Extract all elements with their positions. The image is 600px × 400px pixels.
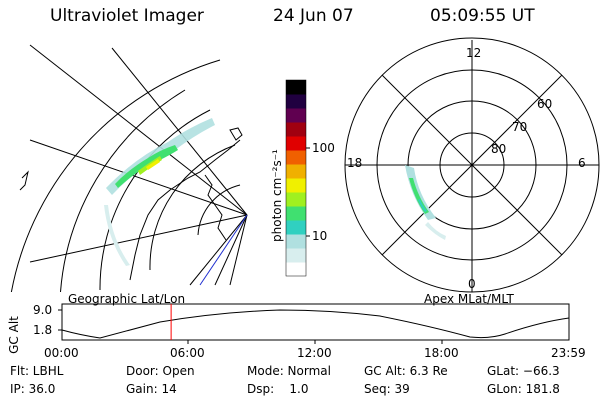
timeline-ytick-label-1.8: 1.8 <box>33 323 53 337</box>
mlat-label-60: 60 <box>537 97 553 111</box>
lat-arc-outer <box>10 59 221 292</box>
info-glon: GLon: 181.8 <box>487 382 560 396</box>
aurora-band-left <box>104 118 215 266</box>
lon-line-6 <box>214 214 248 286</box>
info-mode: Mode: Normal <box>247 364 331 378</box>
info-door: Door: Open <box>126 364 195 378</box>
mlt-label-18: 18 <box>347 156 363 170</box>
left-map-label: Geographic Lat/Lon <box>68 292 186 306</box>
colorbar-segment <box>286 136 306 151</box>
colorbar-segment <box>286 192 306 207</box>
colorbar-unit-label: photon cm⁻²s⁻¹ <box>270 149 284 242</box>
timeline-xtick-label-1800: 18:00 <box>424 346 459 360</box>
info-filter: Flt: LBHL <box>10 364 64 378</box>
lat-arc-4 <box>149 144 236 271</box>
lat-arc-2 <box>60 89 186 292</box>
aurora-band-right <box>405 165 446 240</box>
mlt-label-12: 12 <box>466 46 482 60</box>
colorbar <box>286 80 306 277</box>
colorbar-segment <box>286 80 306 95</box>
colorbar-segment <box>286 178 306 193</box>
colorbar-segment <box>286 262 306 277</box>
colorbar-segment <box>286 206 306 221</box>
lon-line-4 <box>29 44 248 216</box>
info-ip: IP: 36.0 <box>10 382 56 396</box>
terminator-line <box>199 214 248 286</box>
colorbar-segment <box>286 122 306 137</box>
timeline-xtick-label-2359: 23:59 <box>551 346 586 360</box>
colorbar-segment <box>286 248 306 263</box>
colorbar-segment <box>286 164 306 179</box>
mlt-label-6: 6 <box>578 156 586 170</box>
info-gc-alt: GC Alt: 6.3 Re <box>364 364 448 378</box>
altitude-curve <box>61 309 570 339</box>
lat-arc-5 <box>197 184 241 236</box>
timeline-xtick-label-0600: 06:00 <box>170 346 205 360</box>
polar-diag-2 <box>381 74 563 256</box>
app-title: Ultraviolet Imager <box>50 6 204 26</box>
lon-line-2 <box>29 214 248 263</box>
mlat-label-80: 80 <box>491 142 507 156</box>
timeline-xtick-label-0000: 00:00 <box>44 346 79 360</box>
colorbar-segment <box>286 220 306 235</box>
coastline-3 <box>19 170 29 191</box>
colorbar-segment <box>286 94 306 109</box>
lon-line-7 <box>189 214 248 286</box>
coastline-1 <box>129 139 241 281</box>
lat-arc-3 <box>99 109 211 291</box>
time-label: 05:09:55 UT <box>430 6 535 26</box>
colorbar-segment <box>286 150 306 165</box>
coastline-4 <box>229 127 243 141</box>
lon-line-1 <box>29 139 248 216</box>
colorbar-label-10: 10 <box>312 229 328 243</box>
timeline-ytick-label-9: 9.0 <box>33 303 53 317</box>
lon-line-5 <box>229 214 248 286</box>
colorbar-segment <box>286 108 306 123</box>
info-dsp: Dsp: 1.0 <box>247 382 309 396</box>
lon-line-3 <box>111 47 248 216</box>
timeline-y-axis-label: GC Alt <box>6 316 21 354</box>
mlat-label-70: 70 <box>512 120 528 134</box>
info-gain: Gain: 14 <box>126 382 177 396</box>
coastline-2 <box>204 174 227 241</box>
info-glat: GLat: −66.3 <box>487 364 560 378</box>
geographic-map <box>10 44 248 292</box>
timeline-xtick-label-1200: 12:00 <box>297 346 332 360</box>
info-seq: Seq: 39 <box>364 382 410 396</box>
colorbar-label-100: 100 <box>312 141 335 155</box>
timeline-frame <box>61 303 570 341</box>
mlt-label-0: 0 <box>468 277 476 291</box>
timeline-plot <box>58 303 570 344</box>
right-polar-label: Apex MLat/MLT <box>424 292 514 306</box>
polar-plot <box>344 37 600 293</box>
colorbar-segment <box>286 234 306 249</box>
colorbar-frame <box>285 79 307 277</box>
date-label: 24 Jun 07 <box>273 6 354 26</box>
